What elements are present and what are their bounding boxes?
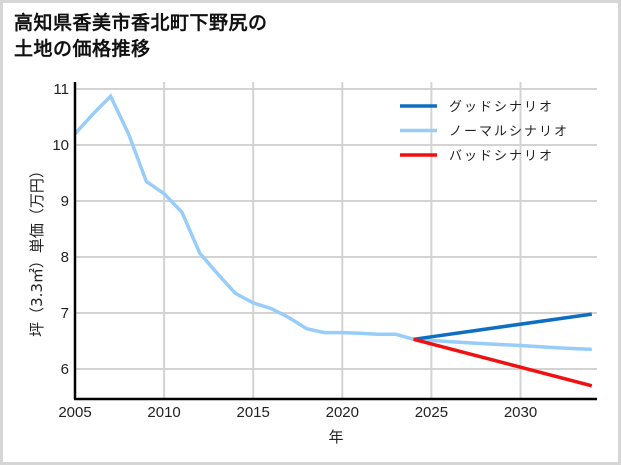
data-series bbox=[73, 93, 593, 388]
chart-title: 高知県香美市香北町下野尻の 土地の価格推移 bbox=[14, 10, 268, 62]
x-tick-label: 2010 bbox=[147, 404, 180, 421]
chart-title-line2: 土地の価格推移 bbox=[14, 38, 151, 60]
x-tick-label: 2015 bbox=[237, 404, 270, 421]
x-tick-label: 2030 bbox=[504, 404, 537, 421]
y-tick-label: 10 bbox=[52, 137, 69, 154]
legend-label: バッドシナリオ bbox=[449, 149, 554, 164]
series-line-2 bbox=[413, 337, 593, 388]
legend-label: ノーマルシナリオ bbox=[449, 125, 569, 140]
x-tick-label: 2005 bbox=[58, 404, 91, 421]
series-line-0 bbox=[413, 312, 593, 342]
x-tick-labels: 2005 2010 2015 2020 2025 2030 bbox=[58, 404, 537, 421]
series-line-1 bbox=[73, 93, 592, 352]
x-tick-label: 2020 bbox=[326, 404, 359, 421]
y-tick-label: 6 bbox=[61, 361, 69, 378]
y-tick-labels: 6 7 8 9 10 11 bbox=[52, 81, 69, 378]
y-tick-label: 7 bbox=[61, 305, 69, 322]
y-tick-label: 9 bbox=[61, 193, 69, 210]
chart-title-line1: 高知県香美市香北町下野尻の bbox=[14, 12, 268, 34]
axes bbox=[73, 82, 597, 401]
x-tick-label: 2025 bbox=[415, 404, 448, 421]
legend-label: グッドシナリオ bbox=[449, 100, 554, 115]
y-tick-label: 11 bbox=[53, 81, 69, 98]
y-axis-label: 坪（3.3㎡）単価（万円） bbox=[28, 163, 46, 337]
x-axis-label: 年 bbox=[328, 428, 343, 446]
y-tick-label: 8 bbox=[61, 249, 69, 266]
